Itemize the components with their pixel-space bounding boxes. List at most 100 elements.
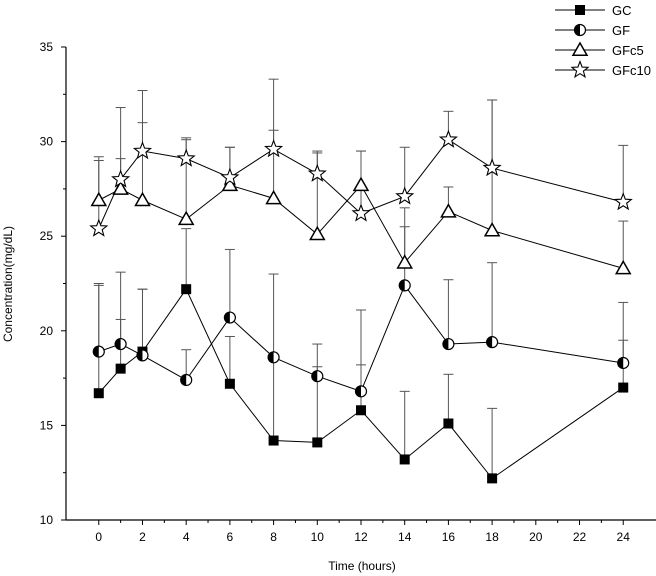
- legend-marker: [575, 5, 585, 15]
- data-point-gc: [224, 378, 235, 389]
- square-marker: [93, 388, 104, 399]
- legend-marker: [571, 41, 589, 56]
- triangle-marker: [265, 189, 282, 205]
- y-axis-title: Concentration(mg/dL): [1, 226, 15, 342]
- x-tick-label: 24: [617, 530, 631, 544]
- data-point-gf: [92, 345, 105, 358]
- data-point-gfc5: [352, 176, 370, 192]
- star-marker: [613, 192, 633, 211]
- legend-marker: [573, 23, 587, 37]
- square-marker: [399, 454, 410, 465]
- data-point-gf: [617, 356, 630, 370]
- square-marker: [487, 473, 498, 484]
- legend-entry-gc: GC: [555, 3, 632, 18]
- data-point-gfc10: [111, 169, 131, 188]
- triangle-marker: [396, 254, 413, 269]
- data-point-gfc5: [112, 180, 129, 195]
- x-tick-label: 2: [139, 530, 146, 544]
- legend-entry-gfc10: GFc10: [555, 59, 651, 79]
- y-tick-label: 20: [40, 324, 54, 338]
- data-point-gfc10: [264, 139, 284, 158]
- triangle-marker: [440, 203, 457, 218]
- x-tick-label: 4: [183, 530, 190, 544]
- square-marker: [312, 437, 323, 448]
- square-marker: [268, 435, 279, 446]
- square-marker: [443, 418, 454, 429]
- legend-entry-gfc5: GFc5: [555, 41, 644, 58]
- star-marker: [89, 218, 109, 237]
- data-point-gc: [312, 437, 323, 448]
- data-point-gfc5: [177, 210, 195, 226]
- x-tick-label: 14: [398, 530, 412, 544]
- half-fill: [180, 374, 187, 386]
- data-point-gfc10: [395, 186, 415, 205]
- triangle-marker: [221, 176, 239, 192]
- data-point-gc: [181, 284, 192, 295]
- data-point-gfc10: [482, 158, 502, 177]
- data-point-gc: [487, 473, 498, 484]
- half-fill: [442, 338, 449, 350]
- legend-label: GFc10: [612, 63, 651, 78]
- legend-entry-gf: GF: [555, 23, 630, 38]
- square-marker: [181, 284, 192, 295]
- data-point-gfc10: [438, 129, 458, 148]
- square-marker: [224, 378, 235, 389]
- data-point-gc: [115, 363, 126, 374]
- square-marker: [356, 405, 366, 416]
- y-tick-label: 10: [40, 513, 54, 527]
- x-tick-label: 6: [227, 530, 234, 544]
- legend-label: GC: [612, 3, 632, 18]
- data-point-gfc10: [220, 167, 240, 186]
- x-tick-label: 20: [529, 530, 543, 544]
- star-marker: [351, 203, 371, 222]
- half-fill: [617, 357, 624, 369]
- data-point-gfc5: [134, 191, 151, 207]
- x-tick-label: 0: [95, 530, 102, 544]
- data-point-gc: [618, 382, 629, 393]
- y-tick-label: 15: [40, 418, 54, 432]
- triangle-marker: [90, 191, 108, 207]
- x-tick-label: 22: [573, 530, 587, 544]
- data-point-gf: [354, 385, 368, 398]
- x-tick-label: 8: [270, 530, 277, 544]
- data-point-gf: [180, 373, 193, 387]
- data-point-gfc10: [132, 141, 153, 160]
- legend-label: GF: [612, 23, 630, 38]
- data-point-gfc5: [265, 189, 282, 205]
- star-marker: [570, 59, 590, 79]
- data-point-gfc5: [309, 225, 326, 241]
- legend-label: GFc5: [612, 43, 644, 58]
- data-point-gfc5: [440, 203, 457, 218]
- x-tick-label: 10: [311, 530, 325, 544]
- data-point-gfc10: [307, 163, 327, 182]
- data-point-gf: [442, 337, 455, 351]
- legend: GC GF GFc5 GFc10: [555, 3, 651, 79]
- square-marker: [618, 382, 629, 393]
- data-point-gfc10: [613, 192, 633, 211]
- triangle-marker: [177, 210, 195, 226]
- star-marker: [395, 186, 415, 205]
- square-marker: [115, 363, 126, 374]
- data-point-gf: [136, 349, 149, 362]
- triangle-marker: [309, 225, 326, 241]
- star-marker: [220, 167, 240, 186]
- half-fill: [93, 346, 99, 358]
- triangle-marker: [571, 41, 589, 56]
- triangle-marker: [483, 222, 501, 237]
- data-point-gf: [267, 351, 280, 364]
- data-point-gf: [223, 311, 236, 324]
- x-tick-label: 16: [442, 530, 456, 544]
- half-fill: [224, 312, 230, 324]
- star-marker: [264, 139, 284, 158]
- half-fill: [574, 24, 580, 36]
- star-marker: [482, 158, 502, 177]
- data-point-gf: [398, 279, 411, 292]
- data-point-gfc5: [221, 176, 239, 192]
- legend-marker: [570, 59, 590, 79]
- triangle-marker: [112, 180, 129, 195]
- y-tick-label: 25: [40, 229, 54, 243]
- star-marker: [307, 163, 327, 182]
- half-fill: [115, 338, 121, 350]
- star-marker: [176, 148, 196, 167]
